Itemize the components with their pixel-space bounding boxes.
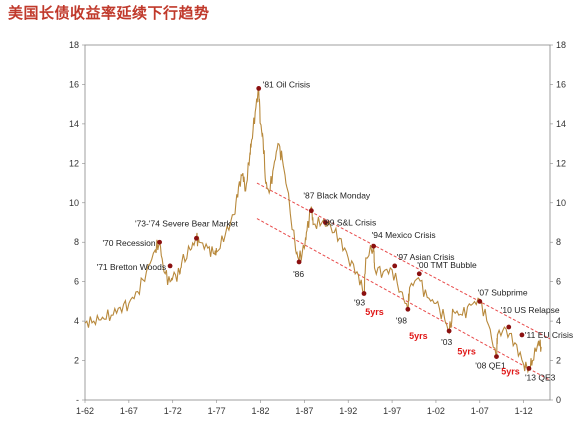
y-axis-right: 18 16 14 12 10 8 6 4 2 0 xyxy=(550,40,566,405)
event-marker-label: '08 QE1 xyxy=(475,361,506,371)
x-tick-label: 1-62 xyxy=(76,406,94,416)
x-tick-label: 1-02 xyxy=(427,406,445,416)
yield-series-line xyxy=(84,88,542,374)
period-label: 5yrs xyxy=(365,307,384,317)
y-axis-left: 18 16 14 12 10 8 6 4 2 - xyxy=(69,40,85,405)
event-marker-dot xyxy=(392,263,398,269)
x-tick-label: 1-72 xyxy=(164,406,182,416)
event-marker-dot xyxy=(361,291,367,296)
y-tick-right: 8 xyxy=(556,237,561,247)
event-marker-label: '00 TMT Bubble xyxy=(417,260,477,270)
event-marker-label: '71 Bretton Woods xyxy=(97,262,167,272)
event-marker-label: '07 Subprime xyxy=(478,287,528,297)
y-tick-left: 18 xyxy=(69,40,79,50)
event-marker-dot xyxy=(446,328,452,334)
period-label: 5yrs xyxy=(409,331,428,341)
x-tick-label: 1-77 xyxy=(208,406,226,416)
x-tick-label: 1-87 xyxy=(295,406,313,416)
trend-line xyxy=(256,182,551,340)
event-marker-dot xyxy=(506,324,512,330)
y-tick-right: 14 xyxy=(556,119,566,129)
event-marker-label: '93 xyxy=(354,298,365,308)
plot-frame xyxy=(84,44,551,401)
y-tick-right: 18 xyxy=(556,40,566,50)
event-marker-label: '97 Asian Crisis xyxy=(397,252,455,262)
event-marker-label: '81 Oil Crisis xyxy=(263,79,310,89)
y-tick-left: 14 xyxy=(69,119,79,129)
x-tick-label: 1-97 xyxy=(383,406,401,416)
period-label: 5yrs xyxy=(457,347,476,357)
y-tick-left: 8 xyxy=(74,237,79,247)
y-tick-right: 0 xyxy=(556,395,561,405)
trend-channel xyxy=(256,182,551,381)
y-tick-left: 2 xyxy=(74,356,79,366)
event-marker-label: '70 Recession xyxy=(102,238,155,248)
y-tick-left: 4 xyxy=(74,316,79,326)
period-label: 5yrs xyxy=(501,366,520,376)
y-tick-right: 4 xyxy=(556,316,561,326)
event-marker-label: '73-'74 Severe Bear Market xyxy=(135,218,239,228)
y-tick-left: 12 xyxy=(69,158,79,168)
event-marker-label: '98 xyxy=(396,315,407,325)
y-tick-right: 16 xyxy=(556,79,566,89)
event-marker-dot xyxy=(477,298,483,304)
x-axis: 1-62 1-67 1-72 1-77 1-82 1-87 1-92 1-97 1-02 1-07… xyxy=(76,400,533,416)
event-marker-label: '87 Black Monday xyxy=(303,191,371,201)
y-tick-left: 10 xyxy=(69,198,79,208)
x-tick-label: 1-92 xyxy=(339,406,357,416)
y-tick-left: 16 xyxy=(69,79,79,89)
event-marker-label: '11 EU Crisis xyxy=(525,330,573,340)
event-marker-label: '89 S&L Crisis xyxy=(323,218,376,228)
event-markers: '81 Oil Crisis '73-'74 Severe Bear Market… xyxy=(97,79,574,382)
y-tick-left: - xyxy=(76,395,79,405)
event-marker-dot xyxy=(167,263,173,269)
x-tick-label: 1-82 xyxy=(251,406,269,416)
event-marker-dot xyxy=(308,208,314,214)
chart-title: 美国长债收益率延续下行趋势 xyxy=(8,4,210,22)
event-marker-dot xyxy=(157,239,162,245)
event-marker-dot xyxy=(416,271,422,277)
event-marker-label: '10 US Relapse xyxy=(501,305,560,315)
y-tick-left: 6 xyxy=(74,277,79,287)
event-marker-label: '86 xyxy=(293,269,304,279)
event-marker-dot xyxy=(526,366,532,371)
event-marker-label: '94 Mexico Crisis xyxy=(372,230,436,240)
x-tick-label: 1-07 xyxy=(471,406,489,416)
event-marker-dot xyxy=(519,332,525,338)
event-marker-dot xyxy=(494,354,499,360)
x-tick-label: 1-67 xyxy=(120,406,138,416)
event-marker-dot xyxy=(296,259,302,265)
event-marker-dot xyxy=(371,243,377,249)
y-tick-right: 10 xyxy=(556,198,566,208)
y-tick-right: 2 xyxy=(556,356,561,366)
event-marker-label: '13 QE3 xyxy=(525,372,556,382)
y-tick-right: 12 xyxy=(556,158,566,168)
period-labels: 5yrs 5yrs 5yrs 5yrs xyxy=(365,307,520,376)
event-marker-dot xyxy=(194,235,199,241)
y-tick-right: 6 xyxy=(556,277,561,287)
x-tick-label: 1-12 xyxy=(515,406,533,416)
event-marker-dot xyxy=(322,220,328,225)
event-marker-dot xyxy=(256,85,262,91)
event-marker-dot xyxy=(405,306,411,312)
event-marker-label: '03 xyxy=(441,337,452,347)
